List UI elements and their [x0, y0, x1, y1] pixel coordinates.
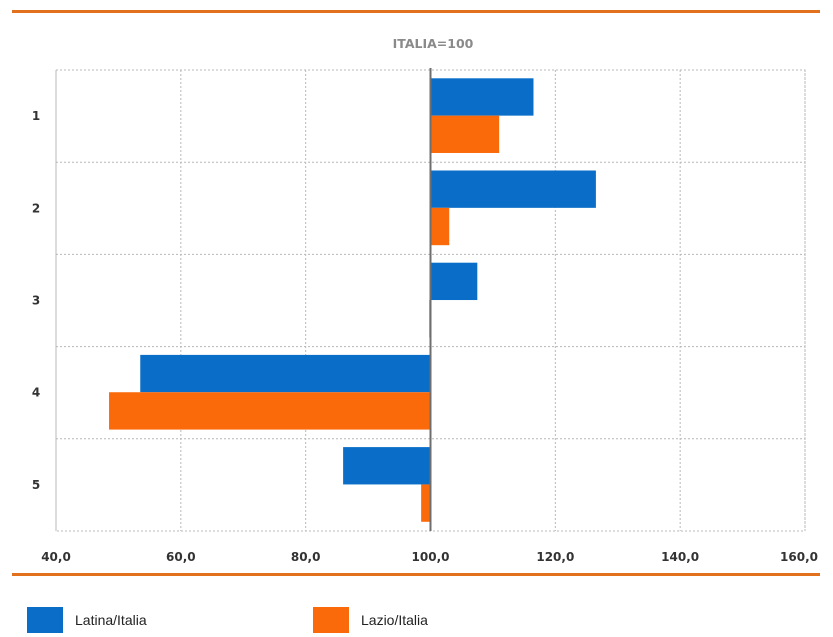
x-tick-label: 100,0	[412, 550, 450, 564]
legend-label-latina: Latina/Italia	[75, 612, 147, 628]
legend-label-lazio: Lazio/Italia	[361, 612, 428, 628]
top-rule	[12, 10, 820, 13]
bar-lazio-4	[109, 392, 431, 430]
x-tick-label: 80,0	[291, 550, 321, 564]
bar-lazio-5	[421, 484, 431, 522]
bar-latina-1	[430, 78, 534, 116]
x-tick-label: 120,0	[536, 550, 574, 564]
bars	[109, 78, 596, 522]
y-tick-label: 2	[32, 201, 40, 215]
bar-latina-5	[343, 447, 431, 485]
legend-item-lazio: Lazio/Italia	[313, 607, 428, 633]
legend-swatch-latina	[27, 607, 63, 633]
bar-chart: ITALIA=100 1 2 3 4 5 40,0 60,0 80,0 100,0 120,0 1…	[32, 36, 818, 564]
legend: Latina/Italia Lazio/Italia	[0, 607, 833, 637]
bar-latina-3	[430, 262, 478, 301]
y-tick-label: 5	[32, 478, 40, 492]
legend-item-latina: Latina/Italia	[27, 607, 147, 633]
y-tick-label: 1	[32, 109, 40, 123]
bar-lazio-2	[430, 207, 450, 246]
legend-swatch-lazio	[313, 607, 349, 633]
x-axis-labels: 40,0 60,0 80,0 100,0 120,0 140,0 160,0	[41, 550, 818, 564]
bar-latina-4	[140, 354, 431, 393]
y-axis-labels: 1 2 3 4 5	[32, 109, 40, 492]
chart-title: ITALIA=100	[393, 36, 474, 51]
bar-latina-2	[430, 170, 596, 208]
y-tick-label: 4	[32, 386, 40, 400]
bar-lazio-1	[430, 115, 500, 153]
x-tick-label: 60,0	[166, 550, 196, 564]
x-tick-label: 40,0	[41, 550, 71, 564]
bottom-rule	[12, 573, 820, 576]
x-tick-label: 140,0	[661, 550, 699, 564]
y-tick-label: 3	[32, 294, 40, 308]
x-tick-label: 160,0	[780, 550, 818, 564]
